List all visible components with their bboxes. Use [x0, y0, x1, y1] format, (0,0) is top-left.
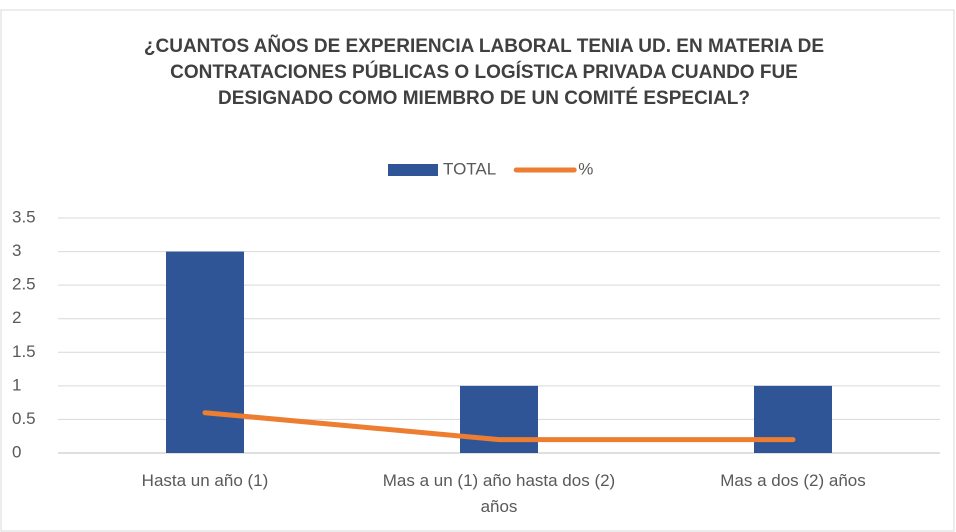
line — [202, 410, 796, 443]
chart-title: ¿CUANTOS AÑOS DE EXPERIENCIA LABORAL TEN… — [143, 36, 825, 109]
x-tick-label: Hasta un año (1) — [141, 471, 269, 490]
y-tick-label: 0 — [12, 442, 21, 461]
bar — [754, 385, 832, 453]
bar — [166, 251, 244, 453]
frame — [0, 9, 955, 532]
x-tick-label: Mas a dos (2) años — [720, 471, 866, 490]
y-tick-label: 3 — [12, 241, 21, 260]
y-tick-label: 0.5 — [12, 409, 36, 428]
x-tick-label: Mas a un (1) año hasta dos (2) años — [382, 471, 616, 516]
y-tick-label: 3.5 — [12, 207, 36, 226]
legend-label: % — [578, 159, 593, 178]
y-tick-label: 1 — [12, 375, 21, 394]
y-tick-label: 2.5 — [12, 275, 36, 294]
legend-label: TOTAL — [443, 159, 496, 178]
y-tick-label: 1.5 — [12, 342, 36, 361]
bar — [460, 385, 538, 453]
legend-swatch — [388, 164, 438, 176]
y-tick-label: 2 — [12, 308, 21, 327]
